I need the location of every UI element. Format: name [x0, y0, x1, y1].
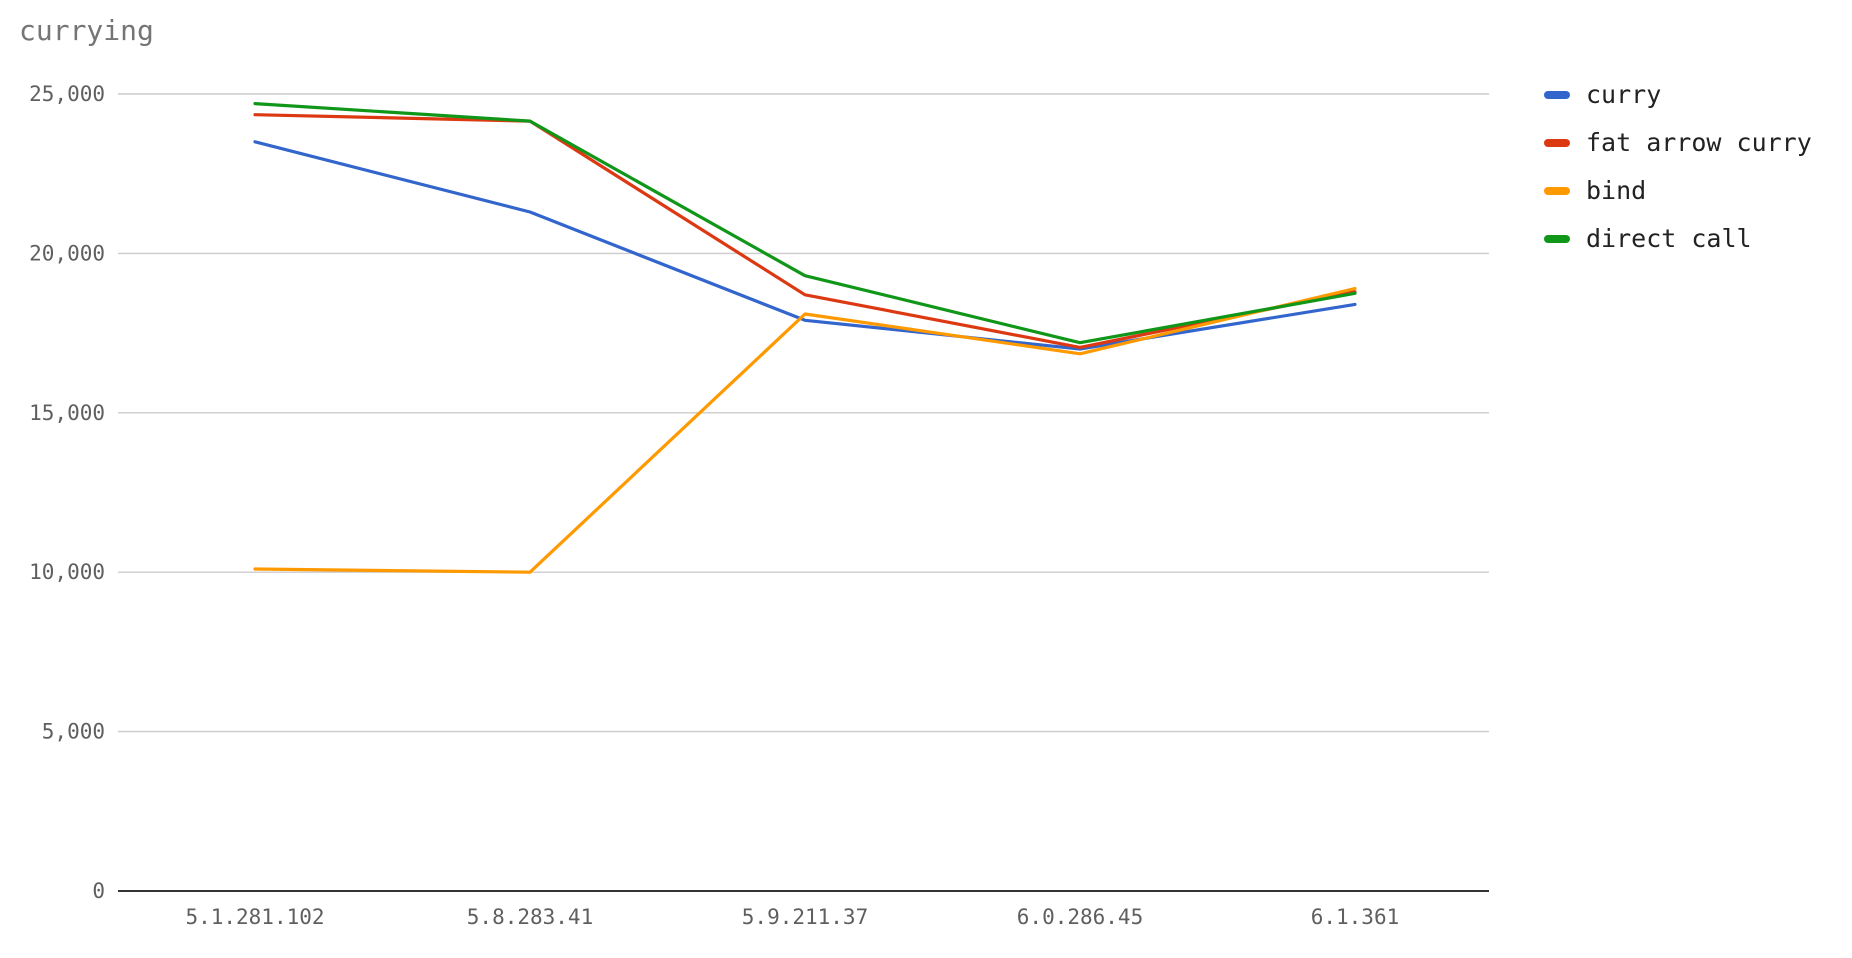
gridlines — [118, 93, 1489, 892]
legend-item[interactable]: direct call — [1544, 224, 1752, 253]
series-line-bind — [253, 286, 1357, 574]
y-tick-label: 5,000 — [42, 720, 105, 744]
legend-label: direct call — [1586, 224, 1752, 253]
x-tick-label: 6.0.286.45 — [1017, 905, 1143, 929]
legend-item[interactable]: bind — [1544, 176, 1646, 205]
series-line-fat-arrow-curry — [253, 113, 1357, 349]
y-axis-ticks: 0 5,000 10,000 15,000 20,000 25,000 — [29, 82, 105, 903]
series-line-curry — [253, 140, 1357, 351]
chart-title: currying — [19, 14, 154, 47]
y-tick-label: 15,000 — [29, 401, 105, 425]
x-tick-label: 6.1.361 — [1311, 905, 1400, 929]
series-line-direct-call — [253, 101, 1357, 345]
y-tick-label: 20,000 — [29, 241, 105, 265]
legend-label: bind — [1586, 176, 1646, 205]
legend-label: fat arrow curry — [1586, 128, 1812, 157]
y-tick-label: 0 — [92, 879, 105, 903]
x-axis-ticks: 5.1.281.102 5.8.283.41 5.9.211.37 6.0.286.4… — [185, 905, 1399, 929]
y-tick-label: 25,000 — [29, 82, 105, 106]
y-tick-label: 10,000 — [29, 560, 105, 584]
x-tick-label: 5.8.283.41 — [467, 905, 593, 929]
x-tick-label: 5.9.211.37 — [742, 905, 868, 929]
legend: curry fat arrow curry bind direct call — [1544, 80, 1812, 253]
legend-label: curry — [1586, 80, 1661, 109]
legend-item[interactable]: curry — [1544, 80, 1661, 109]
x-tick-label: 5.1.281.102 — [185, 905, 324, 929]
legend-item[interactable]: fat arrow curry — [1544, 128, 1812, 157]
series-lines — [253, 101, 1357, 574]
